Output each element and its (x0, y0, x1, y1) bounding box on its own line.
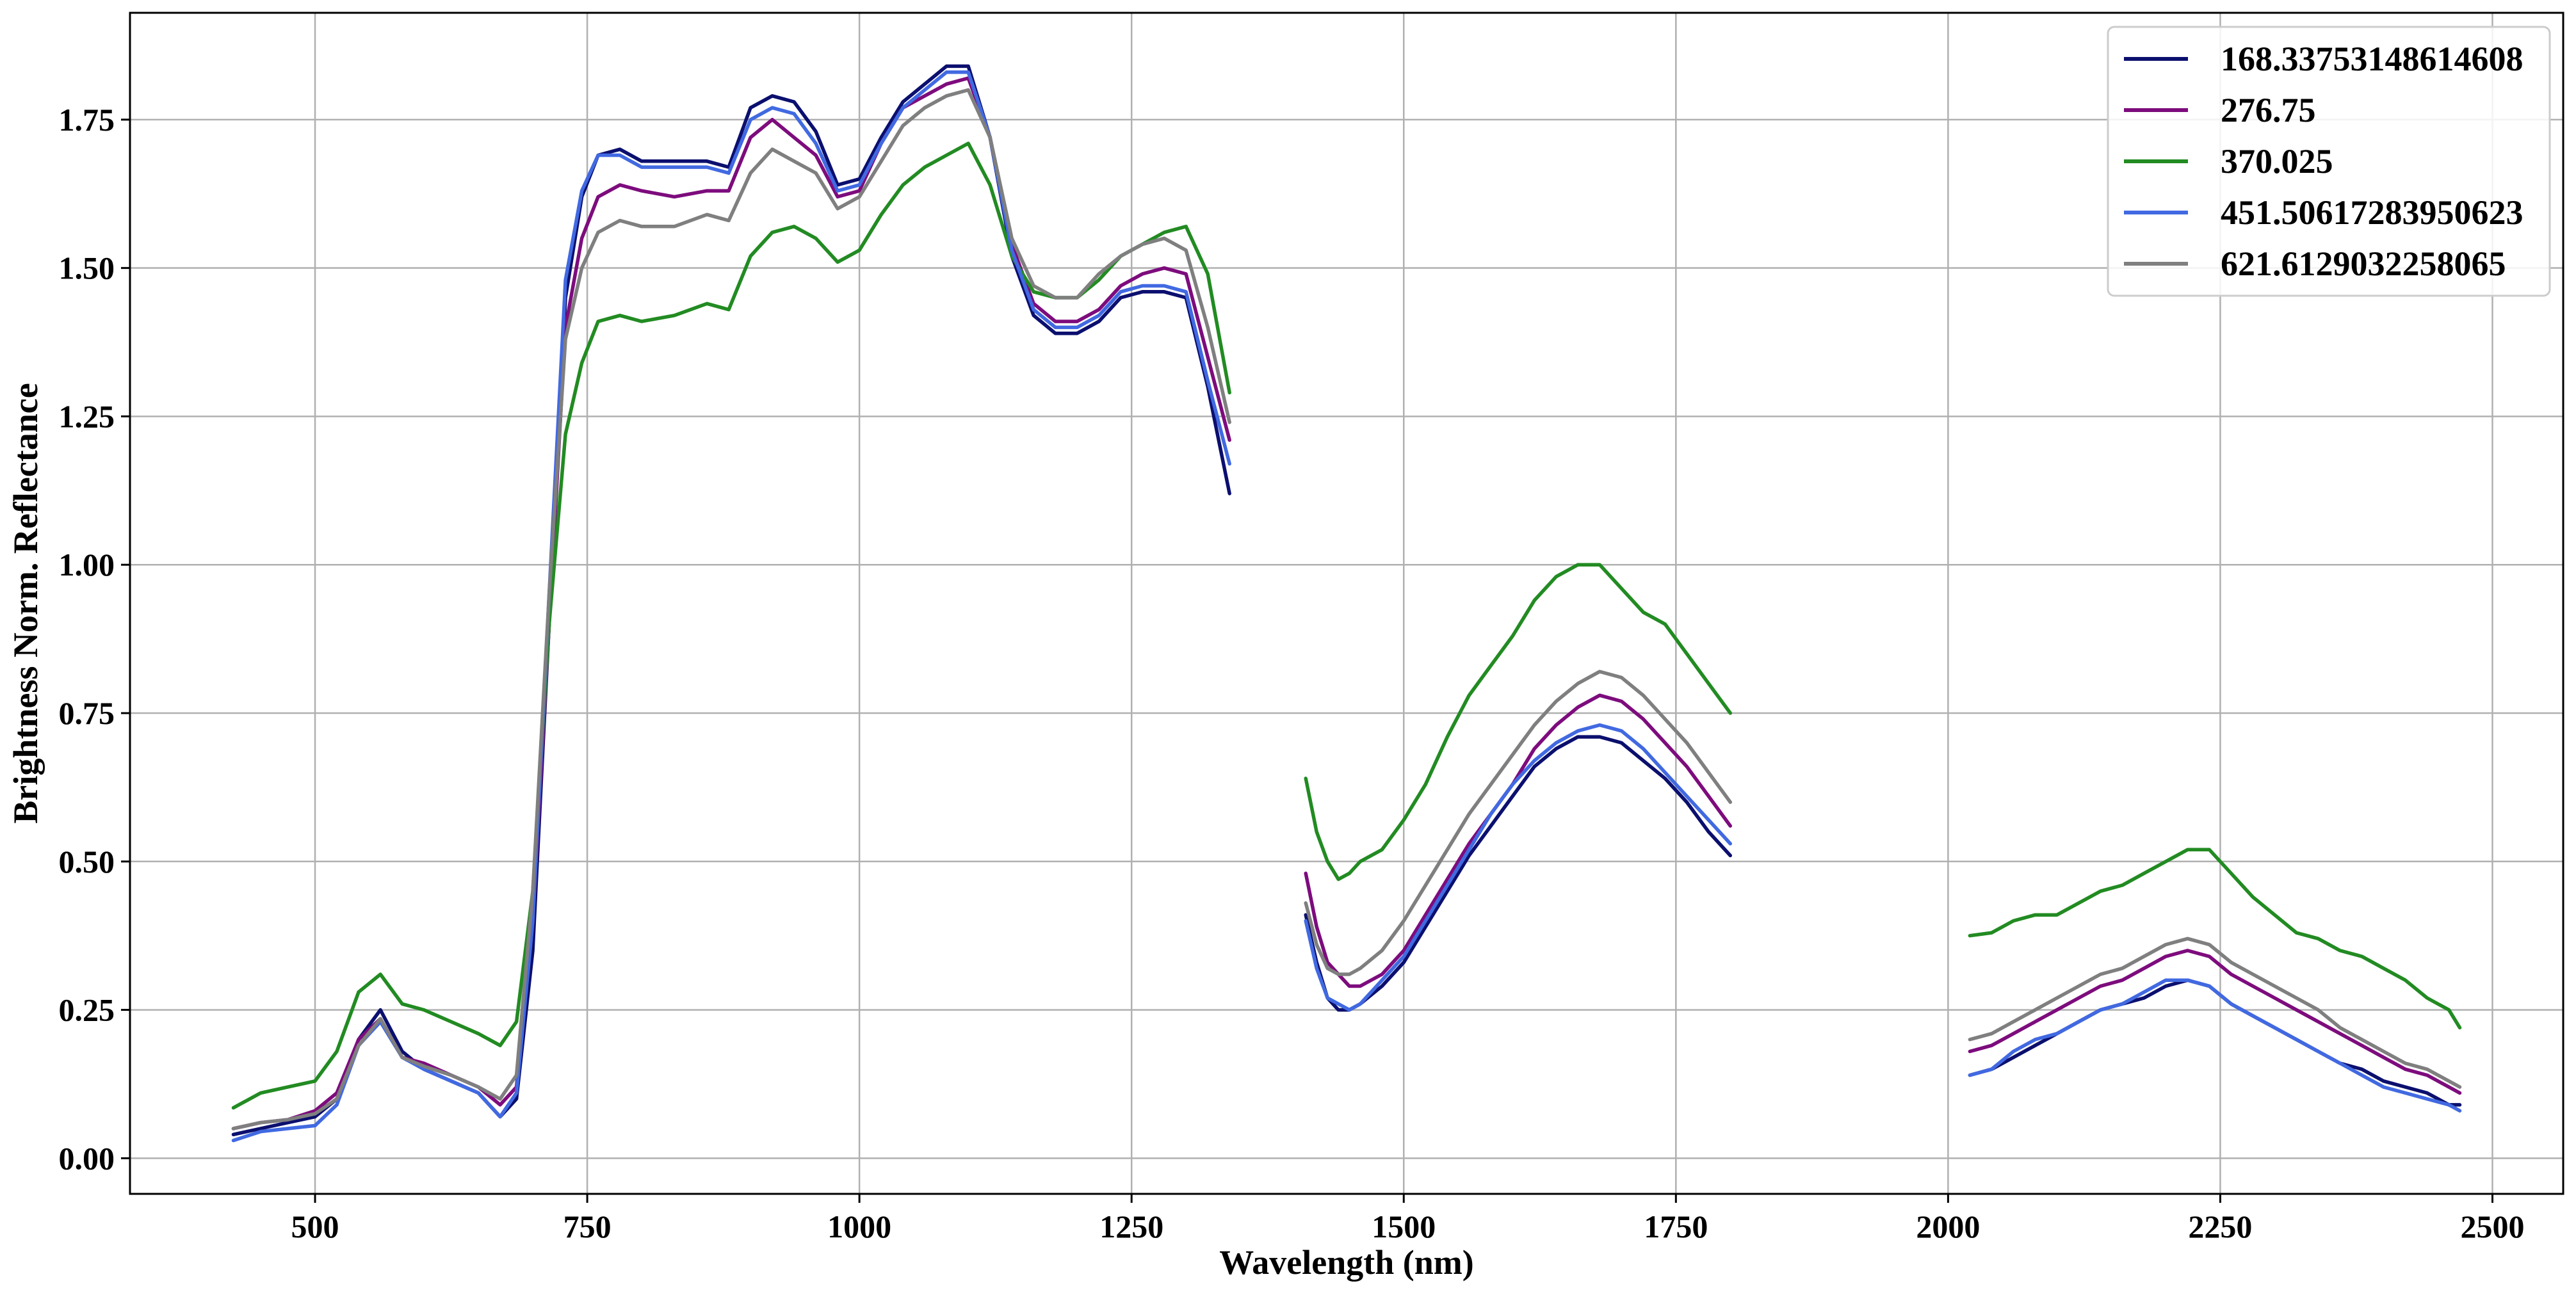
legend-label-5: 621.6129032258065 (2221, 245, 2506, 283)
legend: 168.33753148614608 276.75 370.025 451.50617… (2107, 26, 2551, 297)
x-tick-label: 1750 (1644, 1209, 1708, 1244)
y-tick-label: 1.00 (59, 547, 115, 583)
x-tick-label: 1500 (1372, 1209, 1436, 1244)
x-tick-label: 500 (291, 1209, 339, 1244)
x-tick-label: 2000 (1916, 1209, 1980, 1244)
x-tick-label: 1250 (1099, 1209, 1163, 1244)
y-tick-label: 1.75 (59, 102, 115, 138)
x-tick-label: 1000 (827, 1209, 891, 1244)
x-tick-label: 2250 (2188, 1209, 2252, 1244)
series-line-5-segment-3 (1968, 937, 2462, 1089)
axis-ticks: 500 750 1000 1250 1500 1750 2000 2250 2500 0.00 0.… (59, 102, 2525, 1244)
y-axis-title: Brightness Norm. Reflectance (6, 383, 45, 823)
series-line-5-segment-1 (231, 88, 1231, 1130)
legend-label-3: 370.025 (2221, 142, 2333, 181)
y-tick-label: 0.25 (59, 992, 115, 1028)
legend-label-4: 451.50617283950623 (2221, 193, 2523, 232)
y-tick-label: 1.50 (59, 250, 115, 286)
series-line-4-segment-2 (1304, 723, 1733, 1012)
x-tick-label: 750 (563, 1209, 612, 1244)
y-tick-label: 0.00 (59, 1140, 115, 1176)
y-tick-label: 0.50 (59, 844, 115, 880)
series-line-5-segment-2 (1304, 670, 1733, 976)
series-line-3-segment-3 (1968, 848, 2462, 1030)
y-tick-label: 0.75 (59, 695, 115, 731)
legend-box (2107, 26, 2551, 297)
legend-label-2: 276.75 (2221, 91, 2316, 129)
series-line-3-segment-2 (1304, 563, 1733, 881)
plot-frame (129, 12, 2564, 1195)
legend-label-1: 168.33753148614608 (2221, 40, 2523, 78)
series-line-4-segment-3 (1968, 978, 2462, 1113)
x-tick-label: 2500 (2460, 1209, 2524, 1244)
x-axis-title: Wavelength (nm) (1219, 1243, 1474, 1282)
series-line-2-segment-3 (1968, 949, 2462, 1095)
y-tick-label: 1.25 (59, 398, 115, 434)
data-series (231, 64, 2462, 1143)
